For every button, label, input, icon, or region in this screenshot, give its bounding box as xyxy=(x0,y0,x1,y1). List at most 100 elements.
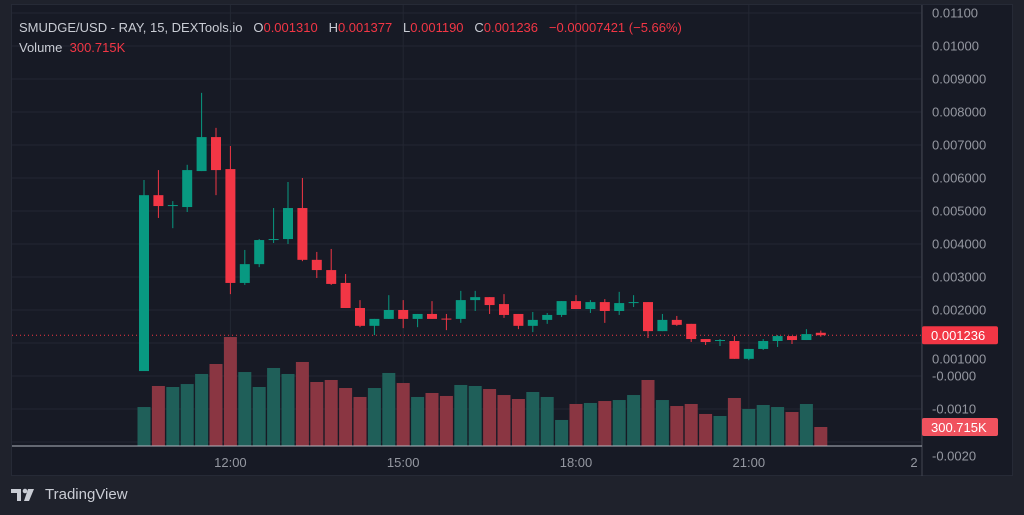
candle-down[interactable] xyxy=(297,208,308,260)
volume-bar xyxy=(382,372,396,446)
volume-bar xyxy=(655,400,669,446)
volume-bar xyxy=(353,396,367,446)
low-value: 0.001190 xyxy=(410,20,464,35)
candle-down[interactable] xyxy=(355,308,365,326)
last-volume-badge xyxy=(922,418,998,436)
candle-up[interactable] xyxy=(283,208,293,240)
volume-bar xyxy=(425,392,439,446)
candle-up[interactable] xyxy=(196,137,207,172)
candle-up[interactable] xyxy=(369,318,380,326)
last-volume-badge-label: 300.715K xyxy=(931,420,987,435)
chart-legend: SMUDGE/USD - RAY, 15, DEXTools.io O0.001… xyxy=(19,18,682,58)
time-tick-label: 2 xyxy=(910,455,917,470)
candle-up[interactable] xyxy=(657,319,668,332)
close-value: 0.001236 xyxy=(483,20,539,35)
candle-down[interactable] xyxy=(311,259,322,271)
time-tick-label: 21:00 xyxy=(733,455,766,470)
candle-down[interactable] xyxy=(787,336,797,341)
price-tick-label: -0.0020 xyxy=(932,449,976,464)
volume-bar xyxy=(814,427,828,446)
candle-down[interactable] xyxy=(700,339,711,343)
candle-down[interactable] xyxy=(513,313,524,326)
candle-up[interactable] xyxy=(470,297,481,301)
candle-up[interactable] xyxy=(542,314,553,320)
candle-down[interactable] xyxy=(427,313,437,319)
candle-down[interactable] xyxy=(671,319,682,325)
change-value: −0.00007421 (−5.66%) xyxy=(548,20,682,35)
candle-up[interactable] xyxy=(139,195,149,372)
volume-bar xyxy=(281,373,295,446)
candle-up[interactable] xyxy=(556,301,567,315)
candle-up[interactable] xyxy=(772,336,783,342)
candle-down[interactable] xyxy=(340,282,351,309)
candle-down[interactable] xyxy=(225,169,236,283)
tradingview-logo[interactable]: TradingView xyxy=(11,486,128,503)
volume-bar xyxy=(670,406,684,446)
candle-up[interactable] xyxy=(801,334,812,341)
volume-bar xyxy=(310,382,324,446)
time-tick-label: 18:00 xyxy=(560,455,593,470)
candle-down[interactable] xyxy=(153,195,164,207)
candle-down[interactable] xyxy=(326,270,337,284)
volume-bar xyxy=(295,361,309,446)
candle-down[interactable] xyxy=(729,341,740,359)
last-price-badge xyxy=(922,326,998,345)
candle-down[interactable] xyxy=(484,297,495,306)
volume-bar xyxy=(396,383,410,446)
candle-down[interactable] xyxy=(599,302,610,311)
candle-down[interactable] xyxy=(211,137,221,171)
candle-up[interactable] xyxy=(182,170,193,208)
candle-down[interactable] xyxy=(441,318,452,320)
price-tick-label: 0.007000 xyxy=(932,138,986,153)
candle-up[interactable] xyxy=(628,302,639,304)
candle-up[interactable] xyxy=(383,310,394,319)
volume-bar xyxy=(223,337,237,446)
volume-bar xyxy=(771,407,785,446)
candle-up[interactable] xyxy=(254,240,265,265)
volume-bar xyxy=(411,396,425,446)
volume-bar xyxy=(699,413,713,446)
volume-bar xyxy=(238,372,252,446)
volume-label: Volume xyxy=(19,40,63,55)
candle-up[interactable] xyxy=(715,340,725,342)
candle-down[interactable] xyxy=(643,302,653,332)
volume-bar xyxy=(713,415,727,446)
volume-bar xyxy=(180,384,194,446)
candle-up[interactable] xyxy=(743,348,754,359)
volume-bar xyxy=(439,395,453,446)
candle-down[interactable] xyxy=(499,304,509,315)
volume-bar xyxy=(785,412,799,446)
volume-bar xyxy=(209,364,223,446)
candle-down[interactable] xyxy=(571,301,581,310)
candle-up[interactable] xyxy=(758,341,769,349)
volume-bar xyxy=(799,403,813,446)
price-tick-label: 0.01000 xyxy=(932,39,979,54)
symbol-title[interactable]: SMUDGE/USD - RAY, 15, DEXTools.io xyxy=(19,20,243,35)
candle-down[interactable] xyxy=(815,332,826,336)
volume-bar xyxy=(166,386,180,446)
candle-up[interactable] xyxy=(527,319,538,326)
candle-up[interactable] xyxy=(268,239,279,241)
high-label: H xyxy=(328,20,338,35)
candle-up[interactable] xyxy=(412,313,423,319)
high-value: 0.001377 xyxy=(337,20,393,35)
candle-up[interactable] xyxy=(455,300,466,319)
candle-up[interactable] xyxy=(585,302,596,310)
volume-value: 300.715K xyxy=(69,40,126,55)
volume-bar xyxy=(684,403,698,446)
candle-up[interactable] xyxy=(614,303,625,311)
volume-bar xyxy=(612,400,626,446)
price-tick-label: 0.002000 xyxy=(932,303,986,318)
volume-bar xyxy=(267,367,281,446)
candle-down[interactable] xyxy=(686,323,697,340)
volume-bar xyxy=(555,419,569,446)
candle-up[interactable] xyxy=(167,205,178,207)
candle-down[interactable] xyxy=(398,310,409,319)
volume-bar xyxy=(742,408,756,446)
price-tick-label: 0.006000 xyxy=(932,171,986,186)
time-tick-label: 12:00 xyxy=(214,455,247,470)
volume-bar xyxy=(598,401,612,446)
candle-up[interactable] xyxy=(239,264,250,283)
volume-bar xyxy=(641,379,655,446)
